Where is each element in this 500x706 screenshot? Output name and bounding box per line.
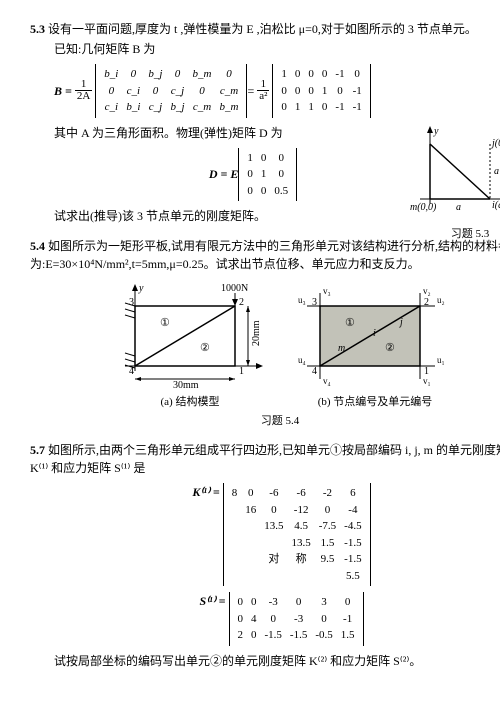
line-known: 已知:几何矩阵 B 为 xyxy=(54,40,500,58)
line-ask-57: 试按局部坐标的编码写出单元②的单元刚度矩阵 K⁽²⁾ 和应力矩阵 S⁽²⁾。 xyxy=(54,652,500,670)
problem-5-4: 5.4 如图所示为一矩形平板,试用有限元方法中的三角形单元对该结构进行分析,结构… xyxy=(30,237,500,429)
svg-text:u₂: u₂ xyxy=(437,295,445,305)
B-matrix-symbolic: b_i0b_j0b_m0 0c_i0c_j0c_m c_ib_ic_jb_jc_… xyxy=(95,64,247,118)
fig-b: ① ② 3 2 1 4 v₃u₃ v₂u₂ v₁u₁ v₄u₄ j m xyxy=(295,281,455,411)
svg-text:30mm: 30mm xyxy=(173,380,199,391)
svg-text:v₄: v₄ xyxy=(323,376,331,386)
D-label: D = E xyxy=(209,165,239,183)
fig-caption-54: 习题 5.4 xyxy=(30,413,500,430)
svg-text:m(0,0): m(0,0) xyxy=(410,202,437,213)
triangle-diagram: y x j(0,a) i(a,0) m(0,0) a a 习题 5.3 xyxy=(410,124,500,219)
problem-5-7: 5.7 如图所示,由两个三角形单元组成平行四边形,已知单元①按局部编码 i, j… xyxy=(30,441,500,670)
svg-text:u₃: u₃ xyxy=(298,295,306,305)
svg-text:v₃: v₃ xyxy=(323,286,331,296)
D-matrix: 100 010 000.5 xyxy=(238,148,297,202)
svg-text:20mm: 20mm xyxy=(251,320,262,346)
svg-text:1000N: 1000N xyxy=(221,283,248,294)
problem-5-3: 5.3 设有一平面问题,厚度为 t ,弹性模量为 E ,泊松比 μ=0,对于如图… xyxy=(30,20,500,225)
problem-text: 如图所示为一矩形平板,试用有限元方法中的三角形单元对该结构进行分析,结构的材料参… xyxy=(30,239,500,271)
svg-text:i(a,0): i(a,0) xyxy=(492,200,500,211)
svg-text:y: y xyxy=(433,126,439,137)
frac-1-2A: 12A xyxy=(75,79,92,102)
equals: = xyxy=(247,82,254,100)
svg-text:a: a xyxy=(456,202,461,213)
fig-b-caption: (b) 节点编号及单元编号 xyxy=(295,394,455,411)
K1-equation: K⁽¹⁾ = 80-6-6-26 160-120-4 13.54.5-7.5-4… xyxy=(30,483,500,586)
S1-label: S⁽¹⁾ = xyxy=(199,592,225,646)
fig-a-caption: (a) 结构模型 xyxy=(105,394,275,411)
svg-text:i: i xyxy=(373,328,376,339)
svg-text:4: 4 xyxy=(312,366,317,377)
svg-text:u₁: u₁ xyxy=(437,355,445,365)
figure-row-54: y 1000N 3 2 1 4 ① ② 30mm xyxy=(30,281,500,411)
svg-text:①: ① xyxy=(160,317,170,329)
K1-label: K⁽¹⁾ = xyxy=(192,483,219,586)
problem-text: 如图所示,由两个三角形单元组成平行四边形,已知单元①按局部编码 i, j, m … xyxy=(30,443,500,475)
svg-text:①: ① xyxy=(345,317,355,329)
svg-text:a: a xyxy=(494,166,499,177)
svg-text:②: ② xyxy=(385,342,395,354)
svg-text:3: 3 xyxy=(129,297,134,308)
problem-number: 5.7 xyxy=(30,441,45,459)
B-label: B = xyxy=(54,82,72,100)
fig-caption-53: 习题 5.3 xyxy=(410,226,500,243)
svg-text:v₁: v₁ xyxy=(423,376,431,386)
svg-text:v₂: v₂ xyxy=(423,286,431,296)
svg-text:②: ② xyxy=(200,342,210,354)
svg-text:m: m xyxy=(338,343,345,354)
fig-a: y 1000N 3 2 1 4 ① ② 30mm xyxy=(105,281,275,411)
S1-matrix: 00-3030 040-30-1 20-1.5-1.5-0.51.5 xyxy=(229,592,364,646)
problem-number: 5.3 xyxy=(30,20,45,38)
S1-equation: S⁽¹⁾ = 00-3030 040-30-1 20-1.5-1.5-0.51.… xyxy=(30,592,500,646)
svg-text:4: 4 xyxy=(129,366,134,377)
svg-text:2: 2 xyxy=(239,297,244,308)
svg-text:y: y xyxy=(138,283,144,294)
B-matrix-numeric: 1000-10 00010-1 0110-1-1 xyxy=(272,64,370,118)
svg-text:1: 1 xyxy=(239,366,244,377)
svg-text:j(0,a): j(0,a) xyxy=(490,138,500,149)
B-equation: B = 12A b_i0b_j0b_m0 0c_i0c_j0c_m c_ib_i… xyxy=(54,64,500,118)
problem-number: 5.4 xyxy=(30,237,45,255)
D-equation: D = E 100 010 000.5 xyxy=(102,148,404,202)
frac-1-a2: 1a² xyxy=(257,79,269,102)
svg-text:u₄: u₄ xyxy=(298,355,306,365)
problem-text: 设有一平面问题,厚度为 t ,弹性模量为 E ,泊松比 μ=0,对于如图所示的 … xyxy=(48,22,477,36)
K1-matrix: 80-6-6-26 160-120-4 13.54.5-7.5-4.5 13.5… xyxy=(223,483,371,586)
